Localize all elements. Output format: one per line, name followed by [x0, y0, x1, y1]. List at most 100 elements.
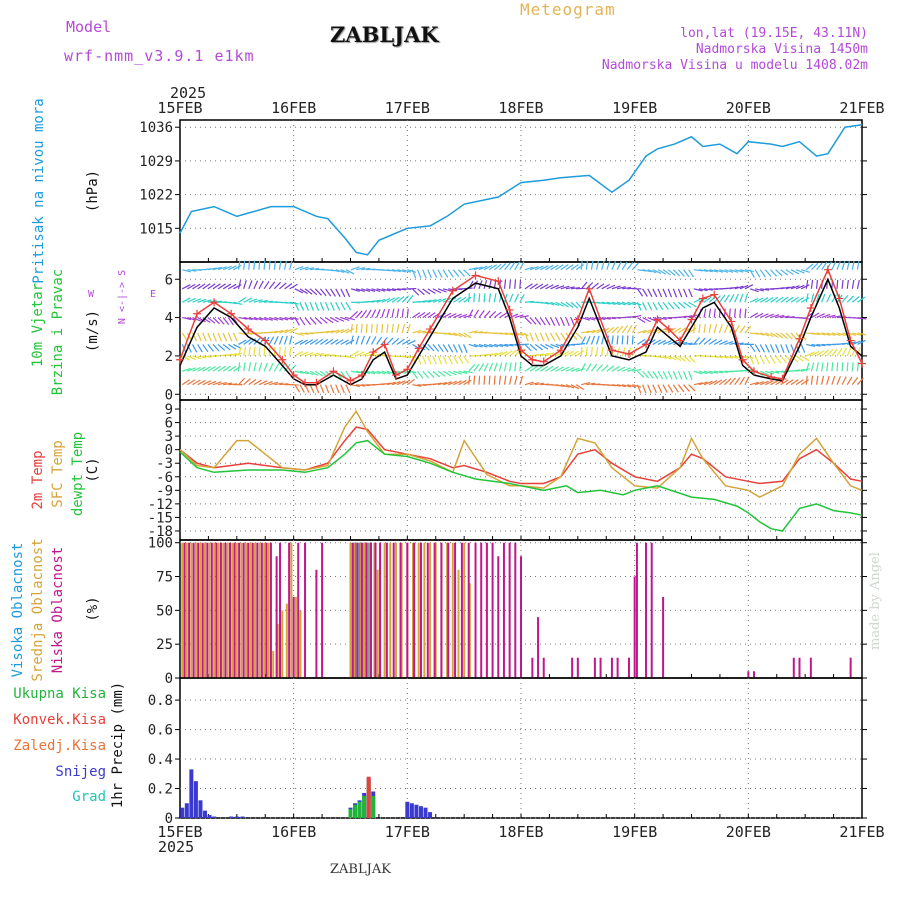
wind-barb: [626, 335, 629, 345]
wind-barb: [304, 332, 315, 335]
wind-barb: [535, 382, 545, 386]
date-tick-top-18FEB: 18FEB: [498, 99, 543, 117]
wind-barb: [851, 377, 859, 386]
wind-barb: [529, 266, 539, 271]
wind-barb: [703, 308, 707, 318]
wind-barb: [335, 301, 341, 311]
wind-barb: [360, 323, 363, 333]
wind-barb: [448, 370, 457, 376]
wind-barb: [570, 264, 579, 271]
wind-barb: [371, 336, 377, 345]
wind-barb: [478, 265, 488, 271]
wind-barb: [831, 375, 836, 385]
y-tick-label-precip: 0.2: [148, 782, 173, 798]
y-tick-label-precip: 0: [165, 811, 173, 827]
wind-barb: [744, 269, 754, 273]
wind-barb: [851, 296, 860, 303]
wind-barb: [544, 332, 550, 342]
wind-barb: [677, 371, 683, 380]
wind-barb: [309, 370, 319, 376]
wind-gust-marker: [698, 294, 707, 303]
wind-barb: [846, 347, 852, 357]
wind-barb: [601, 335, 605, 345]
wind-barb: [499, 351, 508, 357]
date-tick-bottom-20FEB: 20FEB: [726, 823, 771, 841]
wind-barb: [652, 384, 657, 394]
wind-barb: [616, 325, 624, 334]
wind-barb: [581, 330, 591, 334]
wind-barb: [770, 314, 780, 319]
wind-barb: [565, 384, 575, 389]
wind-barb: [442, 381, 452, 386]
wind-barb: [708, 269, 718, 273]
wind-barb: [447, 355, 453, 365]
wind-barb: [299, 339, 309, 345]
wind-barb: [283, 346, 287, 356]
wind-barb: [550, 343, 560, 349]
wind-barb: [780, 344, 785, 354]
wind-barb: [821, 362, 824, 372]
wind-barb: [463, 332, 472, 339]
wind-barb: [815, 375, 819, 385]
wind-barb: [248, 346, 251, 357]
wind-barb: [314, 338, 324, 345]
wind-barb: [197, 283, 206, 290]
wind-barb: [826, 375, 830, 385]
wind-barb: [468, 267, 478, 271]
wind-barb: [396, 338, 405, 345]
wind-barb: [831, 294, 837, 303]
wind-barb: [335, 288, 341, 297]
wind-barb: [335, 384, 340, 394]
wind-barb: [539, 332, 545, 342]
wind-barb: [723, 308, 726, 318]
wind-barb: [801, 368, 810, 372]
wind-barb: [493, 362, 498, 372]
wind-barb: [555, 332, 561, 341]
wind-barb: [611, 285, 621, 290]
wind-barb: [739, 269, 749, 273]
wind-barb: [192, 379, 201, 386]
wind-barb: [795, 368, 805, 372]
wind-barb: [407, 355, 417, 359]
wind-barb: [182, 269, 192, 273]
wind-barb: [473, 375, 476, 385]
wind-barb: [841, 279, 844, 289]
wind-barb: [294, 370, 304, 374]
wind-barb: [606, 326, 615, 334]
model-label: Model: [66, 18, 112, 36]
wind-barb: [468, 293, 470, 303]
wind-barb: [703, 269, 713, 273]
wind-barb: [197, 298, 207, 303]
temp-axis-label-2m: 2m Temp: [30, 450, 46, 509]
wind-barb: [350, 350, 359, 357]
wind-barb: [575, 264, 584, 271]
wind-barb: [545, 284, 554, 290]
wind-barb: [734, 269, 744, 273]
wind-barb: [366, 300, 376, 303]
wind-gust-marker: [448, 286, 457, 295]
wind-arrow-field: [181, 260, 867, 394]
wind-barb: [708, 380, 718, 386]
wind-barb: [524, 317, 532, 325]
wind-barb: [535, 353, 545, 357]
wind-barb: [739, 284, 749, 290]
wind-barb: [458, 296, 467, 303]
wind-barb: [555, 384, 565, 388]
wind-gust-marker: [505, 305, 514, 314]
wind-barb: [718, 378, 727, 386]
wind-barb: [437, 288, 447, 293]
precip-bar: [357, 801, 362, 818]
wind-barb: [739, 376, 746, 385]
wind-gust-marker: [607, 346, 616, 355]
wind-barb: [330, 317, 339, 323]
wind-barb: [207, 332, 212, 342]
wind-barb: [207, 317, 216, 324]
wind-gust-marker: [806, 304, 815, 312]
wind-barb: [509, 349, 517, 357]
wind-barb: [698, 323, 701, 333]
wind-barb: [764, 355, 771, 365]
wind-barb: [483, 293, 486, 303]
wind-barb: [458, 379, 467, 386]
wind-barb: [243, 378, 251, 386]
wind-barb: [601, 260, 605, 270]
